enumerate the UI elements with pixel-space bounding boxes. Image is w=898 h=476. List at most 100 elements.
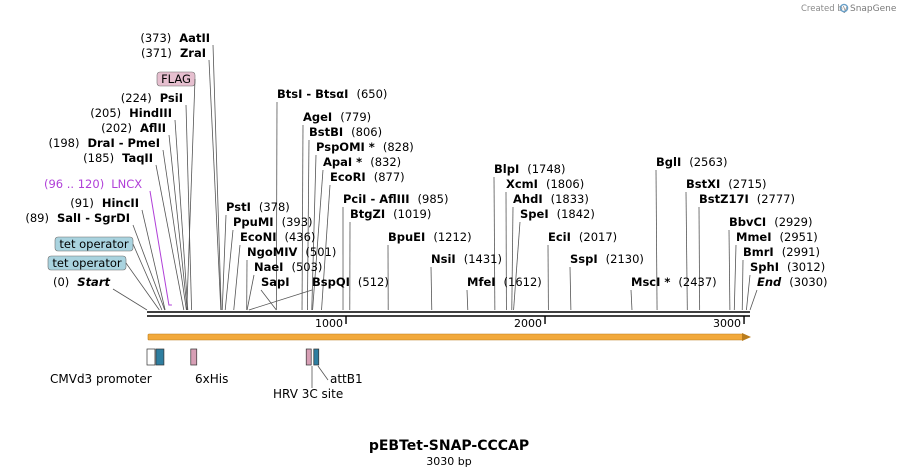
site-position: (1748) bbox=[527, 162, 565, 176]
site-position: (806) bbox=[351, 125, 382, 139]
site-leader bbox=[321, 184, 331, 311]
enzyme-name: BlpI bbox=[494, 162, 519, 176]
site-position: (1212) bbox=[433, 230, 471, 244]
site-position: (2715) bbox=[728, 177, 766, 191]
site-label-apai: ApaI * (832) bbox=[323, 155, 401, 169]
site-label-bstbi: BstBI (806) bbox=[309, 125, 382, 139]
enzyme-name: NsiI bbox=[431, 252, 456, 266]
site-leader bbox=[466, 289, 469, 311]
primer-leader bbox=[149, 190, 172, 306]
enzyme-name: BstZ17I bbox=[699, 192, 749, 206]
enzyme-name: PspOMI * bbox=[316, 140, 375, 154]
site-label-naei: NaeI (503) bbox=[254, 260, 322, 274]
enzyme-name: NaeI bbox=[254, 260, 283, 274]
enzyme-name: BglI bbox=[656, 155, 681, 169]
site-label-taqii: (185) TaqII bbox=[83, 151, 153, 165]
feature-track bbox=[146, 348, 320, 366]
feature-tet-operator bbox=[155, 348, 165, 366]
site-position: (89) bbox=[25, 211, 49, 225]
site-label-pspomi: PspOMI * (828) bbox=[316, 140, 414, 154]
site-label-blpi: BlpI (1748) bbox=[494, 162, 565, 176]
site-leader bbox=[513, 221, 521, 311]
site-leader bbox=[312, 169, 324, 311]
site-label-sapi: SapI bbox=[261, 275, 290, 289]
site-position: (1833) bbox=[551, 192, 589, 206]
site-position: (985) bbox=[418, 192, 449, 206]
site-position: (501) bbox=[305, 245, 336, 259]
site-leader bbox=[260, 289, 277, 311]
site-position: (832) bbox=[370, 155, 401, 169]
site-position: (1806) bbox=[546, 177, 584, 191]
site-leader bbox=[655, 169, 658, 311]
plasmid-name: pEBTet-SNAP-CCCAP bbox=[369, 438, 529, 454]
feature-attb1 bbox=[313, 348, 320, 366]
site-label-bbvci: BbvCI (2929) bbox=[729, 215, 812, 229]
site-position: (1842) bbox=[557, 207, 595, 221]
site-label-pcii-afliii: PciI - AflIII (985) bbox=[343, 192, 448, 206]
site-leader bbox=[155, 164, 185, 311]
site-label-aflii: (202) AflII bbox=[101, 121, 166, 135]
site-leader bbox=[311, 154, 317, 311]
feature-6xhis bbox=[190, 348, 198, 366]
credit-brand: SnapGene bbox=[850, 4, 897, 14]
site-label-bpuei: BpuEI (1212) bbox=[388, 230, 472, 244]
orf-arrow bbox=[147, 333, 751, 341]
backbone bbox=[147, 311, 750, 317]
site-leader bbox=[430, 266, 433, 311]
enzyme-name: SapI bbox=[261, 275, 290, 289]
site-label-xcmi: XcmI (1806) bbox=[506, 177, 584, 191]
enzyme-name: PstI bbox=[226, 200, 251, 214]
site-leader bbox=[728, 229, 731, 311]
site-label-spei: SpeI (1842) bbox=[520, 207, 595, 221]
site-position: (436) bbox=[284, 230, 315, 244]
site-label-psii: (224) PsiI bbox=[121, 91, 183, 105]
enzyme-name: End bbox=[757, 275, 782, 289]
site-leader bbox=[246, 274, 255, 311]
site-leader bbox=[185, 104, 192, 311]
site-label-btgzi: BtgZI (1019) bbox=[350, 207, 431, 221]
site-leader bbox=[132, 224, 166, 311]
site-leader bbox=[569, 266, 572, 311]
enzyme-name: BpuEI bbox=[388, 230, 425, 244]
site-label-nsii: NsiI (1431) bbox=[431, 252, 502, 266]
site-leader bbox=[511, 206, 514, 311]
enzyme-name: BtsI - BtsαI bbox=[277, 87, 348, 101]
enzyme-name: NgoMIV bbox=[247, 245, 297, 259]
site-leader bbox=[685, 191, 688, 311]
site-label-start: (0) Start bbox=[53, 275, 111, 289]
enzyme-name: SspI bbox=[570, 252, 598, 266]
site-position: (2951) bbox=[780, 230, 818, 244]
enzyme-name: BmrI bbox=[743, 245, 774, 259]
site-leader bbox=[248, 289, 313, 311]
site-label-end: End (3030) bbox=[757, 275, 828, 289]
boxed-label-leader bbox=[132, 243, 163, 311]
site-leader bbox=[224, 229, 234, 311]
site-label-btsi-bts-i: BtsI - BtsαI (650) bbox=[277, 87, 387, 101]
primer-label: (96 .. 120) LNCX bbox=[44, 177, 172, 306]
enzyme-name: BstXI bbox=[686, 177, 720, 191]
site-label-ahdi: AhdI (1833) bbox=[513, 192, 589, 206]
enzyme-name: BstBI bbox=[309, 125, 343, 139]
enzyme-name: XcmI bbox=[506, 177, 538, 191]
site-label-mfei: MfeI (1612) bbox=[467, 275, 542, 289]
enzyme-name: SalI - SgrDI bbox=[57, 211, 130, 225]
axis-tick-label: 2000 bbox=[514, 317, 542, 330]
snapgene-logo-icon bbox=[839, 3, 849, 13]
site-label-econi: EcoNI (436) bbox=[240, 230, 315, 244]
enzyme-name: TaqII bbox=[122, 151, 153, 165]
site-label-bstxi: BstXI (2715) bbox=[686, 177, 767, 191]
site-position: (503) bbox=[291, 260, 322, 274]
site-position: (198) bbox=[49, 136, 80, 150]
boxed-label-flag: FLAG bbox=[161, 72, 191, 86]
site-label-ppumi: PpuMI (393) bbox=[233, 215, 313, 229]
enzyme-name: ApaI * bbox=[323, 155, 362, 169]
site-position: (373) bbox=[140, 31, 171, 45]
site-label-bstz17i: BstZ17I (2777) bbox=[699, 192, 795, 206]
site-label-bspqi: BspQI (512) bbox=[312, 275, 389, 289]
enzyme-name: AflII bbox=[140, 121, 166, 135]
site-position: (2991) bbox=[782, 245, 820, 259]
primer-name: LNCX bbox=[111, 177, 142, 191]
enzyme-name: SpeI bbox=[520, 207, 549, 221]
enzyme-name: AgeI bbox=[303, 110, 332, 124]
